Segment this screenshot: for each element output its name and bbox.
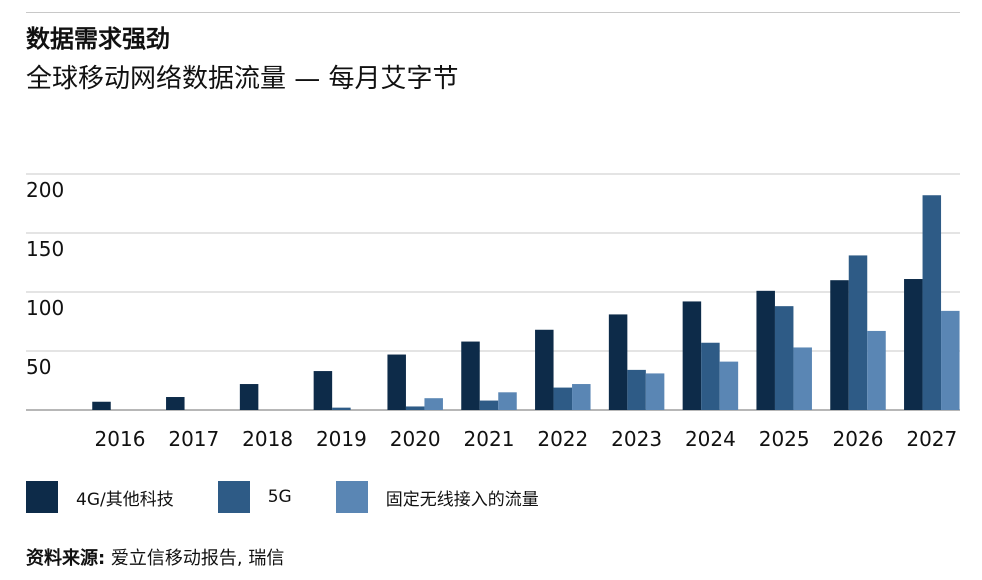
x-tick-label-2021: 2021 [464, 427, 515, 451]
y-tick-labels: 50 100 150 200 [26, 178, 64, 379]
legend-label-5g: 5G [267, 487, 292, 507]
bar-fwa-2021 [498, 392, 517, 410]
gridlines [26, 173, 960, 411]
x-tick-label-2026: 2026 [833, 427, 884, 451]
x-tick-label-2027: 2027 [906, 427, 957, 451]
bar-5g-2019 [332, 407, 351, 410]
bar-fwa-2022 [572, 384, 591, 410]
bar-4g-2023 [608, 314, 628, 410]
bar-5g-2023 [627, 369, 646, 410]
legend: 4G/其他科技 5G 固定无线接入的流量 [26, 481, 583, 513]
bar-4g-2027 [904, 279, 923, 410]
x-tick-label-2020: 2020 [390, 427, 441, 451]
y-tick-label-200: 200 [26, 178, 64, 202]
source-text: 爱立信移动报告, 瑞信 [105, 548, 285, 569]
x-tick-labels: 2016 2017 2018 2019 2020 2021 2022 2023 2024 2025… [95, 427, 958, 451]
bar-4g-2019 [313, 371, 333, 410]
legend-item-fwa: 固定无线接入的流量 [335, 481, 539, 513]
bar-4g-2022 [535, 329, 554, 410]
bar-4g-2016 [92, 401, 111, 410]
y-tick-label-150: 150 [26, 237, 64, 261]
legend-item-5g: 5G [217, 481, 292, 513]
x-tick-label-2025: 2025 [759, 427, 810, 451]
bar-5g-2024 [701, 342, 720, 410]
legend-swatch-fwa [335, 481, 368, 513]
bar-4g-2026 [830, 280, 849, 410]
bar-4g-2020 [387, 354, 406, 410]
bar-4g-2024 [682, 301, 702, 410]
x-tick-label-2024: 2024 [685, 427, 736, 451]
x-tick-label-2019: 2019 [316, 427, 367, 451]
bar-5g-2022 [553, 387, 573, 410]
bar-fwa-2026 [867, 330, 886, 410]
x-tick-label-2017: 2017 [168, 427, 219, 451]
bar-fwa-2025 [793, 347, 812, 410]
bars [92, 195, 960, 410]
x-tick-label-2018: 2018 [242, 427, 293, 451]
y-tick-label-50: 50 [26, 355, 51, 379]
legend-swatch-5g [217, 481, 250, 513]
legend-label-fwa: 固定无线接入的流量 [385, 489, 539, 510]
bar-5g-2021 [479, 400, 499, 410]
x-tick-label-2022: 2022 [537, 427, 588, 451]
source-note: 资料来源: 爱立信移动报告, 瑞信 [26, 547, 284, 571]
bar-fwa-2024 [719, 361, 739, 410]
bar-4g-2021 [461, 341, 480, 410]
bar-fwa-2023 [645, 373, 665, 410]
bar-fwa-2020 [424, 398, 443, 410]
bar-5g-2025 [774, 306, 794, 410]
bar-4g-2018 [239, 384, 259, 410]
bar-4g-2017 [166, 397, 185, 410]
x-tick-label-2016: 2016 [95, 427, 146, 451]
bar-5g-2026 [848, 255, 868, 410]
bar-5g-2027 [922, 195, 942, 410]
bar-5g-2020 [405, 406, 425, 410]
chart-subtitle: 全球移动网络数据流量 — 每月艾字节 [26, 64, 459, 94]
bar-4g-2025 [756, 290, 775, 410]
legend-item-4g: 4G/其他科技 [26, 481, 174, 513]
legend-label-4g: 4G/其他科技 [76, 489, 174, 510]
source-label: 资料来源: [26, 548, 106, 569]
legend-swatch-4g [26, 481, 58, 513]
bar-fwa-2027 [941, 310, 960, 410]
top-divider [26, 12, 960, 13]
bar-chart: 50 100 150 200 2016 2017 2018 2019 2020 2021 2022… [26, 173, 960, 451]
x-tick-label-2023: 2023 [611, 427, 662, 451]
y-tick-label-100: 100 [26, 296, 64, 320]
chart-title: 数据需求强劲 [26, 25, 170, 53]
